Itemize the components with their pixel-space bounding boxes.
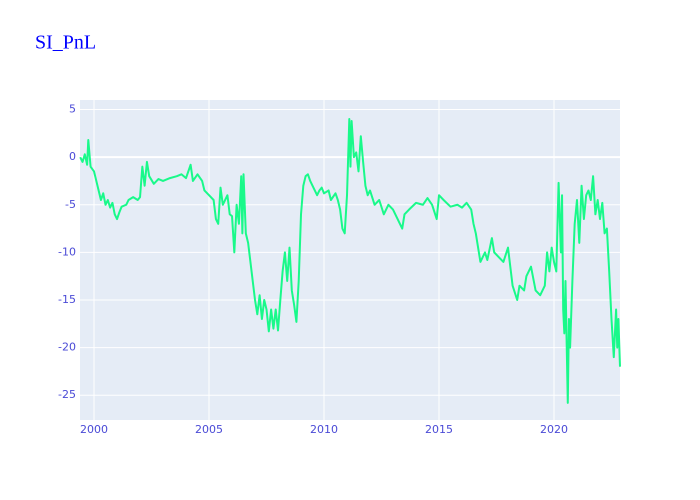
y-tick-label: 0 [69, 150, 76, 163]
x-tick-label: 2010 [310, 423, 338, 436]
y-tick-label: -20 [58, 341, 76, 354]
data-line [79, 118, 621, 404]
x-tick-label: 2020 [540, 423, 568, 436]
x-tick-label: 2000 [80, 423, 108, 436]
y-tick-label: -10 [58, 245, 76, 258]
x-tick-label: 2005 [195, 423, 223, 436]
y-tick-label: -15 [58, 293, 76, 306]
chart-title: SI_PnL [35, 32, 96, 54]
y-tick-label: 5 [69, 103, 76, 116]
x-tick-label: 2015 [425, 423, 453, 436]
y-tick-label: -5 [65, 198, 76, 211]
y-tick-label: -25 [58, 388, 76, 401]
